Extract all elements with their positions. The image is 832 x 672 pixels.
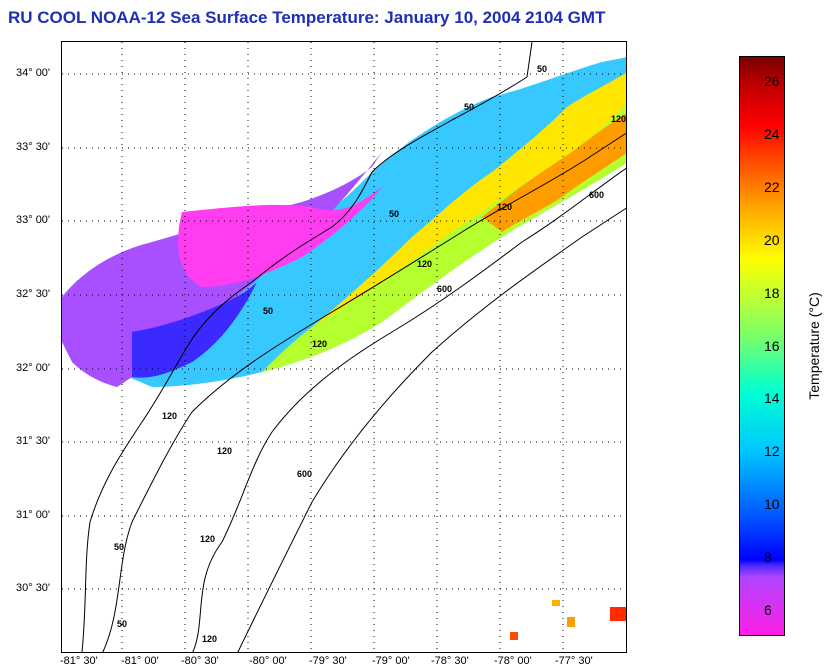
lat-tick: 34° 00' [16, 67, 51, 79]
lat-tick: 32° 30' [16, 288, 51, 300]
contour-label: 50 [263, 306, 273, 316]
colorbar [739, 56, 785, 636]
colorbar-tick: 22 [764, 179, 780, 195]
colorbar-tick: 6 [764, 602, 772, 618]
colorbar-tick: 8 [764, 549, 772, 565]
contour-label: 120 [312, 339, 327, 349]
lat-tick: 30° 30' [16, 582, 51, 594]
isobath-50 [102, 132, 626, 652]
isobath-120 [192, 167, 626, 652]
contour-label: 50 [389, 209, 399, 219]
contour-label: 50 [464, 102, 474, 112]
colorbar-tick: 16 [764, 338, 780, 354]
sst-map: 50 50 50 50 120 120 120 120 120 600 600 … [61, 41, 627, 653]
sst-band-hot [482, 113, 626, 232]
lat-tick: 31° 00' [16, 509, 51, 521]
lon-tick: -79° 30' [309, 655, 347, 667]
lon-tick: -78° 00' [494, 655, 532, 667]
colorbar-tick: 10 [764, 496, 780, 512]
colorbar-tick: 12 [764, 443, 780, 459]
lon-tick: -80° 00' [249, 655, 287, 667]
colorbar-tick: 20 [764, 232, 780, 248]
contour-label: 600 [297, 469, 312, 479]
contour-label: 50 [537, 64, 547, 74]
contour-label: 50 [117, 619, 127, 629]
contour-label: 120 [217, 446, 232, 456]
contour-label: 120 [162, 411, 177, 421]
colorbar-tick: 14 [764, 390, 780, 406]
contour-label: 600 [437, 284, 452, 294]
sst-map-canvas: 50 50 50 50 120 120 120 120 120 600 600 … [62, 42, 626, 652]
contour-label: 50 [114, 542, 124, 552]
coastline [81, 42, 533, 652]
contour-label: 120 [200, 534, 215, 544]
colorbar-label: Temperature (°C) [806, 292, 822, 400]
sst-band-mid [262, 104, 626, 372]
contour-label: 120 [611, 114, 626, 124]
lat-tick: 33° 30' [16, 141, 51, 153]
lat-tick: 33° 00' [16, 214, 51, 226]
lat-tick: 32° 00' [16, 362, 51, 374]
lon-tick: -79° 00' [372, 655, 410, 667]
colorbar-tick: 24 [764, 126, 780, 142]
lat-tick: 31° 30' [16, 435, 51, 447]
sst-warm-speckles [510, 600, 626, 640]
sst-band-warm [312, 73, 626, 327]
lon-tick: -81° 30' [60, 655, 98, 667]
colorbar-tick: 26 [764, 73, 780, 89]
lon-tick: -77° 30' [555, 655, 593, 667]
contour-label: 120 [497, 202, 512, 212]
lon-tick: -78° 30' [431, 655, 469, 667]
contour-label: 120 [202, 634, 217, 644]
sst-cold-blue [132, 282, 257, 378]
contour-label: 600 [589, 190, 604, 200]
isobath-600 [237, 207, 626, 652]
map-title: RU COOL NOAA-12 Sea Surface Temperature:… [8, 8, 606, 27]
contour-label: 120 [417, 259, 432, 269]
colorbar-tick: 18 [764, 285, 780, 301]
graticule [62, 42, 626, 652]
lon-tick: -80° 30' [181, 655, 219, 667]
lon-tick: -81° 00' [121, 655, 159, 667]
sst-coastal-coldest [178, 187, 382, 287]
